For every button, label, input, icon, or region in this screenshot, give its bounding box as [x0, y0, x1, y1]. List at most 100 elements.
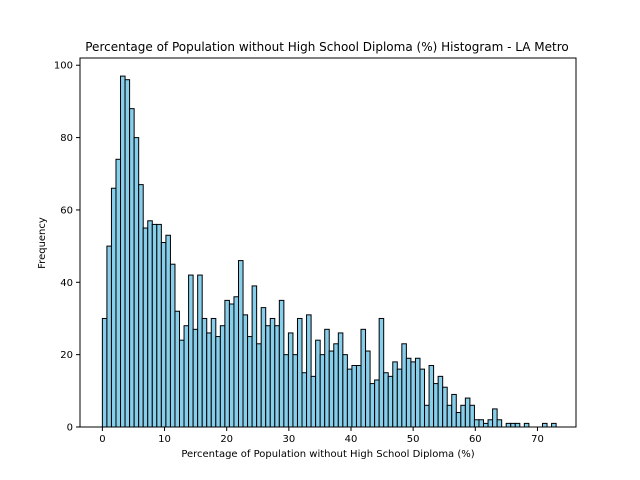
histogram-bar: [292, 354, 298, 428]
histogram-bar: [256, 343, 262, 428]
histogram-bar: [464, 397, 471, 428]
histogram-bar: [328, 350, 335, 428]
histogram-bar: [237, 260, 244, 428]
histogram-bar: [428, 365, 435, 428]
histogram-bar: [346, 368, 353, 428]
histogram-bar: [473, 419, 480, 428]
histogram-bar: [224, 299, 230, 428]
histogram-bar: [278, 299, 285, 428]
x-tick-label: 0: [99, 434, 105, 445]
histogram-bar: [455, 412, 462, 428]
histogram-bar: [483, 422, 489, 428]
histogram-bar: [360, 328, 367, 428]
histogram-bar: [355, 365, 362, 428]
histogram-bar: [129, 108, 135, 428]
histogram-bar: [446, 404, 453, 428]
histogram-bar: [120, 75, 126, 428]
histogram-bar: [315, 339, 321, 428]
histogram-bar: [106, 245, 112, 428]
histogram-bar: [374, 379, 380, 428]
x-tick-label: 30: [282, 434, 295, 445]
histogram-bar: [460, 404, 466, 428]
y-tick-label: 0: [67, 423, 73, 434]
histogram-bar: [365, 350, 371, 428]
x-tick-label: 40: [345, 434, 358, 445]
histogram-bar: [306, 314, 312, 428]
histogram-bar: [478, 419, 485, 428]
histogram-bar: [369, 383, 376, 428]
histogram-bar: [165, 234, 171, 428]
histogram-bar: [310, 375, 317, 428]
histogram-bar: [156, 223, 162, 428]
histogram-bar: [147, 220, 153, 428]
histogram-bar: [169, 263, 176, 428]
histogram-bar: [414, 357, 421, 428]
histogram-bar: [265, 325, 271, 428]
histogram-bar: [233, 296, 239, 428]
histogram-bar: [206, 332, 212, 428]
y-tick-label: 100: [54, 61, 73, 72]
histogram-bar: [174, 310, 181, 428]
histogram-bar: [260, 307, 267, 428]
x-tick-label: 70: [531, 434, 544, 445]
x-axis: 0 10 20 30 40 50 60 70: [99, 427, 544, 445]
histogram-bar: [333, 343, 339, 428]
histogram-bar: [124, 79, 131, 428]
histogram-bar: [179, 339, 185, 428]
histogram-bar: [283, 354, 289, 428]
histogram-bar: [324, 328, 330, 428]
histogram-bar: [433, 383, 439, 428]
y-tick-label: 80: [60, 133, 73, 144]
bars-group: [101, 75, 557, 428]
histogram-bar: [301, 372, 308, 428]
histogram-bar: [383, 372, 389, 428]
histogram-bar: [138, 184, 144, 428]
chart-title: Percentage of Population without High Sc…: [85, 40, 569, 54]
histogram-bar: [251, 285, 258, 428]
y-axis-label: Frequency: [37, 217, 48, 269]
histogram-bar: [319, 354, 326, 428]
histogram-bar: [201, 317, 208, 428]
histogram-bar: [424, 404, 430, 428]
histogram-bar: [242, 314, 249, 428]
histogram-bar: [337, 332, 344, 428]
histogram-bar: [133, 137, 140, 428]
histogram-bar: [160, 242, 167, 428]
histogram-bar: [219, 325, 226, 428]
histogram-bar: [115, 158, 122, 428]
histogram-bar: [192, 328, 199, 428]
histogram-bar: [215, 336, 221, 428]
histogram-bar: [551, 422, 557, 428]
histogram-bar: [110, 187, 117, 428]
histogram-bar: [419, 368, 426, 428]
histogram-bar: [269, 317, 276, 428]
histogram-bar: [151, 223, 158, 428]
x-tick-label: 20: [220, 434, 233, 445]
y-tick-label: 60: [60, 205, 73, 216]
x-tick-label: 50: [407, 434, 420, 445]
histogram-bar: [378, 317, 385, 428]
x-tick-label: 60: [469, 434, 482, 445]
histogram-bar: [396, 368, 403, 428]
plot-frame: [79, 57, 577, 428]
histogram-bar: [437, 375, 444, 428]
histogram-bar: [410, 361, 416, 428]
histogram-bar: [492, 408, 498, 428]
histogram-bar: [523, 422, 530, 428]
histogram-bar: [405, 357, 412, 428]
histogram-bar: [287, 332, 294, 428]
histogram-bar: [228, 303, 235, 428]
histogram-bar: [247, 336, 253, 428]
x-tick-label: 10: [158, 434, 171, 445]
histogram-bar: [210, 317, 217, 428]
histogram-bar: [510, 422, 516, 428]
histogram-bar: [274, 325, 280, 428]
histogram-bar: [496, 419, 503, 428]
histogram-bar: [351, 365, 357, 428]
y-tick-label: 20: [60, 350, 73, 361]
histogram-bar: [142, 227, 149, 428]
histogram-bar: [392, 361, 398, 428]
histogram-bar: [487, 419, 494, 428]
histogram-bar: [469, 404, 475, 428]
